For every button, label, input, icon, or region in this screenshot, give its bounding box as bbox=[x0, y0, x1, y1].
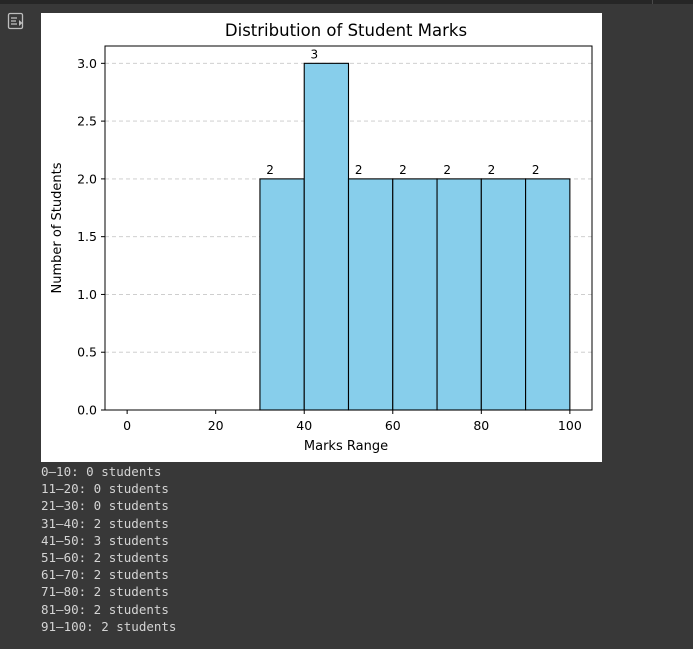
data-label-layer: 2 3 2 2 2 2 2 bbox=[266, 47, 539, 177]
bar-data-label: 2 bbox=[266, 163, 274, 177]
y-tick-label: 2.0 bbox=[77, 171, 97, 186]
plot-frame bbox=[104, 45, 593, 411]
y-tick-label: 1.0 bbox=[77, 287, 97, 302]
bar-data-label: 2 bbox=[399, 163, 407, 177]
histogram-bar bbox=[436, 178, 482, 411]
bar-data-label: 2 bbox=[488, 163, 496, 177]
y-tick-label: 0.0 bbox=[77, 403, 97, 418]
output-line: 21–30: 0 students bbox=[41, 498, 169, 514]
histogram-bar bbox=[480, 178, 527, 411]
output-line: 41–50: 3 students bbox=[41, 532, 169, 548]
x-tick-label: 0 bbox=[123, 418, 131, 433]
histogram-bar bbox=[259, 178, 305, 411]
histogram-bar bbox=[303, 62, 350, 411]
x-tick-label: 20 bbox=[208, 418, 224, 433]
output-line: 71–80: 2 students bbox=[41, 584, 169, 600]
output-line: 61–70: 2 students bbox=[41, 567, 169, 583]
bar-layer bbox=[259, 62, 571, 411]
output-toggle-icon bbox=[7, 12, 24, 30]
chart-title: Distribution of Student Marks bbox=[225, 21, 467, 40]
y-axis-label: Number of Students bbox=[50, 162, 65, 293]
bar-data-label: 2 bbox=[443, 163, 451, 177]
bar-data-label: 2 bbox=[355, 163, 363, 177]
x-tick-label: 80 bbox=[473, 418, 489, 433]
cell-top-divider bbox=[652, 0, 653, 4]
bar-data-label: 2 bbox=[532, 163, 540, 177]
histogram-bar bbox=[392, 178, 438, 411]
stdout-output: 0–10: 0 students 11–20: 0 students 21–30: … bbox=[41, 463, 176, 635]
histogram-bar bbox=[347, 178, 394, 411]
x-tick-label: 100 bbox=[558, 418, 582, 433]
bar-data-label: 3 bbox=[311, 47, 319, 61]
x-tick-label: 60 bbox=[385, 418, 401, 433]
histogram-bar bbox=[525, 178, 571, 411]
tick-layer: 0 20 40 60 80 100 0.0 0.5 1.0 1.5 2.0 2.5 3.0 bbox=[77, 56, 582, 433]
x-axis-label: Marks Range bbox=[304, 439, 388, 454]
y-tick-label: 3.0 bbox=[77, 56, 97, 71]
output-line: 11–20: 0 students bbox=[41, 481, 169, 497]
y-tick-label: 0.5 bbox=[77, 345, 97, 360]
x-tick-label: 40 bbox=[296, 418, 312, 433]
output-line: 31–40: 2 students bbox=[41, 515, 169, 531]
cell-top-border bbox=[0, 0, 693, 4]
output-line: 0–10: 0 students bbox=[41, 464, 162, 479]
output-line: 91–100: 2 students bbox=[41, 618, 177, 634]
output-line: 81–90: 2 students bbox=[41, 601, 169, 617]
y-tick-label: 2.5 bbox=[77, 114, 97, 129]
output-line: 51–60: 2 students bbox=[41, 550, 169, 566]
y-tick-label: 1.5 bbox=[77, 229, 97, 244]
output-toggle-button[interactable] bbox=[3, 10, 29, 32]
